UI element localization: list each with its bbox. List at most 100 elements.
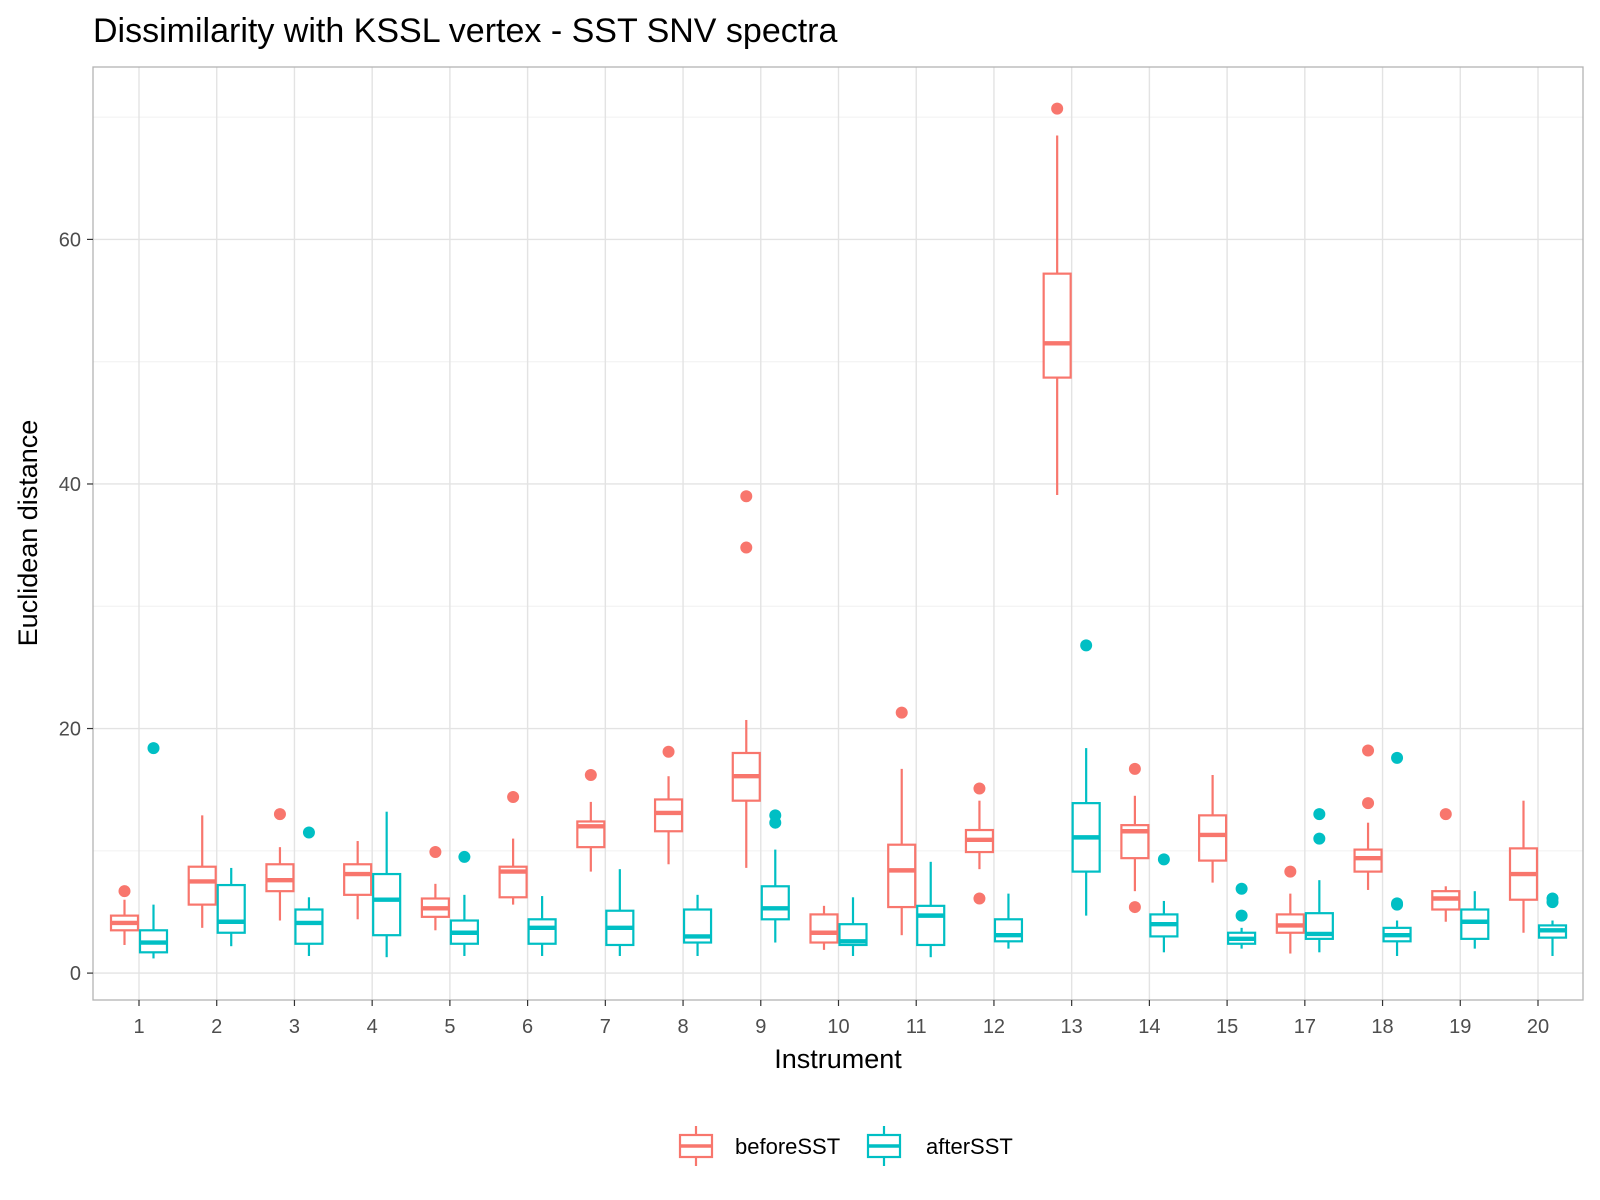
- y-tick-label: 0: [70, 963, 81, 985]
- outlier-point: [302, 826, 315, 839]
- x-tick-label: 6: [522, 1016, 533, 1038]
- outlier-point: [273, 808, 286, 821]
- outlier-point: [1235, 909, 1248, 922]
- iqr-box: [809, 913, 839, 944]
- beforeSST-box-group: [964, 782, 995, 905]
- afterSST-box-group: [1071, 639, 1101, 916]
- afterSST-box-group: [527, 896, 557, 956]
- iqr-box: [372, 872, 402, 937]
- outlier-point: [429, 846, 442, 859]
- afterSST-box-group: [993, 893, 1024, 949]
- outlier-point: [1391, 897, 1404, 910]
- outlier-point: [740, 541, 753, 554]
- outlier-point: [1128, 762, 1141, 775]
- afterSST-box-group: [1227, 882, 1257, 949]
- x-axis-label: Instrument: [774, 1044, 902, 1074]
- outlier-point: [1362, 797, 1375, 810]
- iqr-box: [294, 908, 324, 945]
- x-tick-label: 9: [755, 1016, 766, 1038]
- afterSST-box-group: [916, 861, 946, 958]
- beforeSST-box-group: [1353, 744, 1383, 890]
- outlier-point: [1313, 832, 1326, 845]
- iqr-box: [343, 863, 373, 896]
- afterSST-box-group: [372, 811, 402, 958]
- beforeSST-box-group: [1508, 800, 1539, 933]
- plot-marks: [109, 102, 1568, 959]
- afterSST-box-group: [216, 867, 246, 947]
- afterSST-box-group: [1149, 853, 1179, 953]
- outlier-point: [1080, 639, 1093, 652]
- y-axis-ticks: 0 20 40 60: [59, 229, 93, 985]
- x-tick-label: 15: [1216, 1016, 1238, 1038]
- beforeSST-box-group: [1042, 102, 1072, 495]
- x-tick-label: 19: [1449, 1016, 1471, 1038]
- iqr-box: [1353, 848, 1383, 873]
- iqr-box: [993, 918, 1024, 943]
- x-tick-label: 8: [677, 1016, 688, 1038]
- legend: beforeSST afterSST: [678, 1126, 1013, 1166]
- afterSST-box-group: [605, 869, 635, 956]
- outlier-point: [118, 885, 131, 898]
- beforeSST-box-group: [887, 706, 917, 936]
- outlier-point: [147, 742, 160, 755]
- iqr-box: [887, 843, 917, 909]
- outlier-point: [1313, 808, 1326, 821]
- outlier-point: [662, 745, 675, 758]
- afterSST-box-group: [1537, 892, 1568, 956]
- outlier-point: [1439, 808, 1452, 821]
- afterSST-box-group: [138, 742, 169, 959]
- y-axis-label: Euclidean distance: [13, 420, 43, 647]
- beforeSST-box-group: [1120, 762, 1150, 914]
- outlier-point: [1546, 892, 1559, 905]
- iqr-box: [187, 865, 217, 906]
- legend-item-beforeSST: beforeSST: [678, 1126, 840, 1166]
- beforeSST-box-group: [187, 815, 217, 928]
- iqr-box: [1042, 272, 1072, 379]
- outlier-point: [1284, 865, 1297, 878]
- beforeSST-box-group: [1275, 865, 1305, 954]
- outlier-point: [458, 850, 471, 863]
- outlier-point: [507, 791, 520, 804]
- legend-label: afterSST: [926, 1134, 1013, 1159]
- x-tick-label: 12: [983, 1016, 1005, 1038]
- beforeSST-box-group: [576, 769, 606, 872]
- afterSST-box-group: [682, 894, 713, 956]
- legend-item-afterSST: afterSST: [866, 1126, 1013, 1166]
- outlier-point: [1157, 853, 1170, 866]
- beforeSST-box-group: [1198, 775, 1228, 883]
- beforeSST-box-group: [109, 885, 140, 945]
- iqr-box: [1460, 908, 1490, 940]
- x-tick-label: 14: [1138, 1016, 1160, 1038]
- beforeSST-box-group: [265, 808, 295, 921]
- legend-label: beforeSST: [735, 1134, 840, 1159]
- iqr-box: [265, 863, 295, 893]
- outlier-point: [895, 706, 908, 719]
- outlier-point: [973, 892, 986, 905]
- iqr-box: [527, 918, 557, 945]
- x-tick-label: 10: [827, 1016, 849, 1038]
- afterSST-box-group: [1382, 751, 1412, 956]
- iqr-box: [916, 904, 946, 947]
- outlier-point: [1128, 901, 1141, 914]
- outlier-point: [1235, 882, 1248, 895]
- beforeSST-box-group: [731, 490, 761, 868]
- x-tick-label: 17: [1294, 1016, 1316, 1038]
- beforeSST-box-group: [343, 841, 373, 920]
- x-tick-label: 2: [211, 1016, 222, 1038]
- iqr-box: [653, 798, 684, 833]
- afterSST-box-group: [449, 850, 479, 956]
- outlier-point: [973, 782, 986, 795]
- iqr-box: [760, 885, 790, 921]
- x-tick-label: 7: [600, 1016, 611, 1038]
- beforeSST-box-group: [498, 791, 528, 905]
- beforeSST-box-group: [420, 846, 450, 931]
- outlier-point: [1362, 744, 1375, 757]
- afterSST-box-group: [1460, 891, 1490, 949]
- x-tick-label: 20: [1527, 1016, 1549, 1038]
- afterSST-box-group: [1304, 808, 1334, 953]
- y-tick-label: 60: [59, 229, 81, 251]
- chart-title: Dissimilarity with KSSL vertex - SST SNV…: [93, 12, 838, 50]
- afterSST-box-group: [760, 809, 790, 943]
- x-tick-label: 11: [906, 1016, 927, 1038]
- iqr-box: [1198, 814, 1228, 862]
